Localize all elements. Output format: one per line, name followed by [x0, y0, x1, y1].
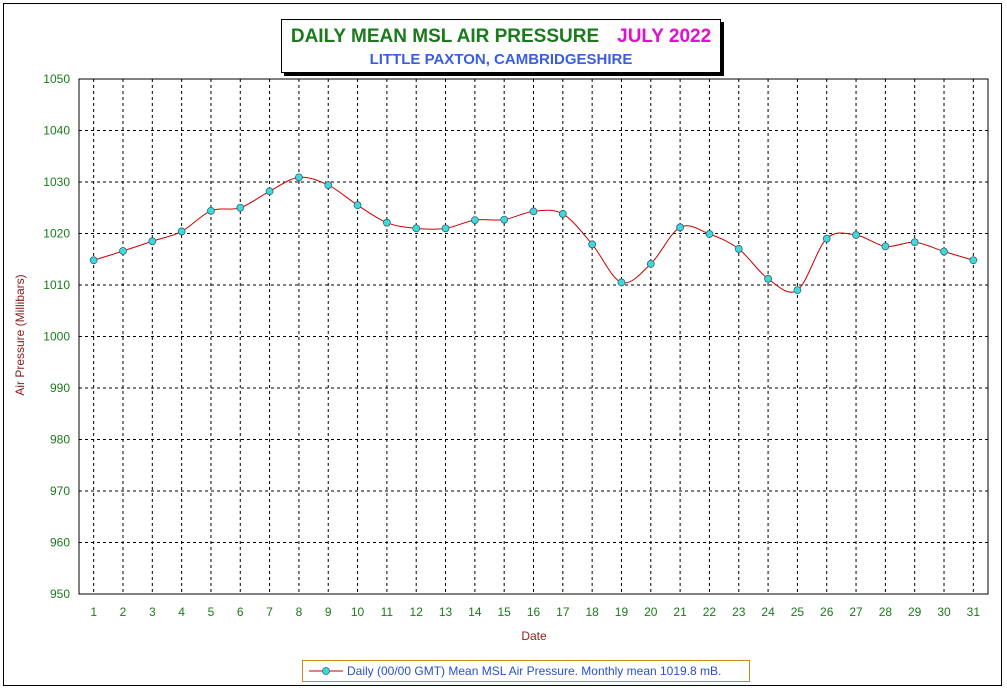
data-point	[119, 247, 127, 255]
y-tick-label: 960	[50, 536, 70, 550]
data-point	[646, 259, 655, 268]
y-tick-label: 1030	[43, 175, 70, 189]
grid-lines	[79, 79, 988, 594]
x-tick-label: 9	[325, 605, 332, 619]
x-tick-label: 31	[967, 605, 981, 619]
legend-swatch-icon	[309, 667, 343, 675]
data-point	[764, 274, 772, 283]
y-tick-label: 950	[50, 587, 70, 601]
y-tick-label: 990	[50, 381, 70, 395]
x-axis-label: Date	[521, 629, 547, 643]
data-point	[236, 203, 245, 212]
x-tick-label: 22	[703, 605, 717, 619]
x-tick-label: 10	[351, 605, 365, 619]
data-point	[441, 224, 450, 233]
data-point	[676, 223, 685, 232]
data-point	[940, 247, 948, 256]
x-tick-label: 29	[908, 605, 922, 619]
data-point	[382, 218, 391, 227]
x-tick-label: 15	[497, 605, 511, 619]
series-markers	[89, 173, 978, 295]
x-tick-label: 3	[149, 605, 156, 619]
x-axis-ticks: 1 2 3 4 5 6 7 8 9 10 11 12 13 14 15 16 17 18 19 20 21 22 23 24 2…	[90, 605, 980, 619]
data-point	[470, 216, 479, 225]
y-tick-label: 970	[50, 484, 70, 498]
legend-label: Daily (00/00 GMT) Mean MSL Air Pressure.…	[347, 664, 722, 678]
x-tick-label: 13	[439, 605, 453, 619]
x-tick-label: 23	[732, 605, 746, 619]
x-tick-label: 18	[585, 605, 599, 619]
data-point	[148, 237, 157, 246]
x-tick-label: 5	[208, 605, 215, 619]
data-point	[705, 230, 714, 238]
data-point	[353, 201, 362, 210]
y-axis-label: Air Pressure (Millibars)	[13, 274, 27, 395]
title-line: DAILY MEAN MSL AIR PRESSURE JULY 2022	[282, 26, 720, 48]
x-tick-label: 20	[644, 605, 658, 619]
chart-title: DAILY MEAN MSL AIR PRESSURE	[290, 26, 600, 47]
data-point	[734, 245, 743, 253]
x-tick-label: 17	[556, 605, 570, 619]
data-point	[969, 256, 978, 265]
data-point	[822, 234, 831, 243]
chart-frame	[3, 3, 1002, 686]
chart-period: JULY 2022	[617, 26, 712, 47]
data-point	[529, 207, 538, 216]
x-tick-label: 11	[381, 605, 394, 619]
x-tick-label: 16	[527, 605, 541, 619]
x-tick-label: 26	[820, 605, 834, 619]
y-axis-ticks: 950 960 970 980 990 1000 1010 1020 1030 1040 1050	[43, 72, 70, 601]
x-tick-label: 14	[468, 605, 482, 619]
x-tick-label: 7	[266, 605, 273, 619]
plot-area	[78, 78, 989, 595]
x-tick-label: 25	[791, 605, 805, 619]
data-point	[295, 173, 303, 182]
data-point	[177, 227, 186, 236]
title-box: DAILY MEAN MSL AIR PRESSURE JULY 2022 LIT…	[281, 19, 721, 73]
y-tick-label: 1020	[43, 227, 70, 241]
data-point	[265, 187, 274, 196]
data-point	[588, 240, 597, 249]
y-tick-label: 1040	[43, 124, 70, 138]
data-point	[793, 286, 802, 295]
y-tick-label: 1010	[43, 278, 70, 292]
x-tick-label: 4	[178, 605, 185, 619]
data-point	[500, 215, 509, 224]
legend: Daily (00/00 GMT) Mean MSL Air Pressure.…	[302, 660, 750, 682]
y-tick-label: 1000	[43, 330, 70, 344]
x-tick-label: 19	[615, 605, 629, 619]
data-point	[617, 278, 626, 287]
x-tick-label: 2	[120, 605, 127, 619]
x-tick-label: 30	[937, 605, 951, 619]
data-point	[412, 224, 421, 233]
x-tick-label: 12	[410, 605, 424, 619]
y-tick-label: 980	[50, 433, 70, 447]
data-point	[881, 242, 890, 251]
data-point	[852, 231, 860, 239]
x-tick-label: 8	[296, 605, 303, 619]
x-tick-label: 24	[761, 605, 775, 619]
x-tick-label: 27	[849, 605, 863, 619]
x-tick-label: 1	[90, 605, 97, 619]
data-point	[324, 181, 333, 189]
data-point	[89, 256, 98, 265]
data-point	[910, 238, 919, 247]
data-point	[558, 210, 567, 218]
x-tick-label: 28	[879, 605, 893, 619]
chart-subtitle: LITTLE PAXTON, CAMBRIDGESHIRE	[369, 51, 633, 68]
y-tick-label: 1050	[43, 72, 70, 86]
data-point	[207, 206, 215, 215]
x-tick-label: 21	[673, 605, 687, 619]
x-tick-label: 6	[237, 605, 244, 619]
